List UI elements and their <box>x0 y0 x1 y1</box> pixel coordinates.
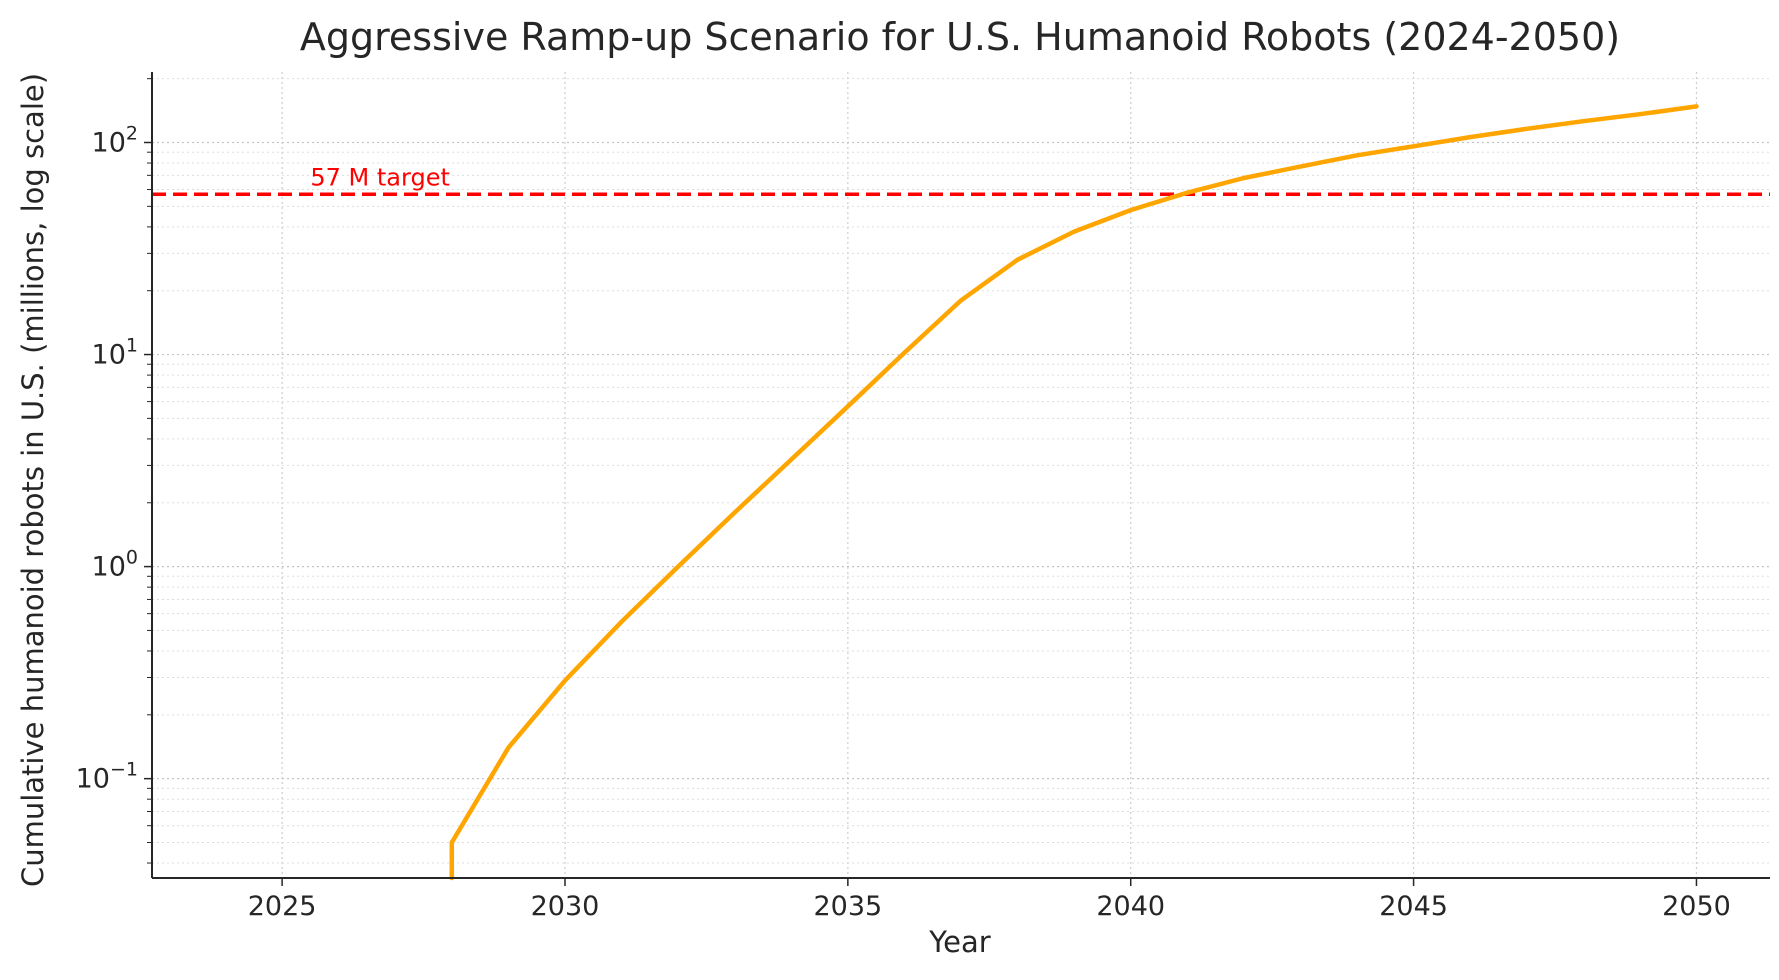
y-axis-label: Cumulative humanoid robots in U.S. (mill… <box>16 73 50 887</box>
grid <box>152 72 1770 878</box>
x-axis-label: Year <box>928 925 990 959</box>
x-tick-label: 2025 <box>248 891 317 922</box>
x-tick-label: 2040 <box>1096 891 1165 922</box>
y-tick-label: 102 <box>92 122 138 158</box>
reference-line-group: 57 M target <box>152 163 1770 197</box>
x-tick-label: 2045 <box>1379 891 1448 922</box>
y-tick-label: 100 <box>92 547 138 583</box>
ticks: 2025 2030 2035 2040 2045 2050 10−1 100 101 102 <box>76 78 1731 922</box>
target-annotation: 57 M target <box>310 163 449 191</box>
chart-title: Aggressive Ramp-up Scenario for U.S. Hum… <box>300 15 1620 59</box>
x-tick-label: 2035 <box>813 891 882 922</box>
series-group <box>449 104 1699 881</box>
x-tick-label: 2050 <box>1662 891 1731 922</box>
y-tick-label: 10−1 <box>76 759 138 795</box>
x-tick-label: 2030 <box>531 891 600 922</box>
series-line-0 <box>449 104 1699 881</box>
y-tick-label: 101 <box>92 335 138 371</box>
